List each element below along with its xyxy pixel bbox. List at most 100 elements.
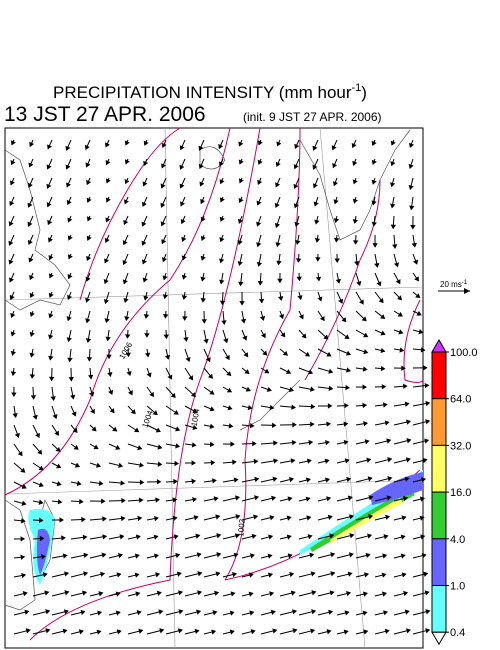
colorbar-over [431, 339, 447, 353]
wind-head [67, 254, 73, 260]
wind-head [414, 276, 419, 282]
wind-head [362, 402, 368, 409]
wind-head [352, 219, 359, 224]
wind-head [139, 462, 145, 468]
wind-head [214, 590, 220, 596]
wind-head [44, 590, 50, 596]
wind-head [188, 375, 194, 381]
wind-head [275, 161, 281, 167]
wind-head [172, 515, 178, 522]
wind-head [89, 391, 95, 397]
wind-head [167, 374, 173, 380]
wind-head [104, 318, 110, 324]
wind-head [409, 142, 415, 148]
wind-head [398, 329, 404, 335]
wind-head [349, 533, 355, 539]
wind-head [291, 439, 297, 446]
wind-head [73, 444, 79, 450]
wind-head [273, 440, 278, 446]
wind-head [401, 572, 407, 578]
wind-head [413, 259, 419, 265]
wind-head [359, 299, 364, 305]
wind-head [27, 239, 33, 245]
wind-head [362, 366, 368, 372]
wind-head [352, 198, 358, 204]
wind-head [308, 439, 314, 446]
wind-head [20, 467, 26, 473]
wind-head [67, 217, 73, 223]
wind-head [70, 394, 76, 400]
wind-head [62, 628, 68, 634]
wind-head [313, 201, 319, 207]
wind-head [105, 217, 111, 223]
wind-head [230, 591, 236, 597]
wind-head [67, 294, 73, 301]
wind-head [310, 403, 316, 410]
wind-head [160, 202, 166, 208]
wind-head [422, 457, 428, 464]
wind-head [271, 495, 277, 501]
wind-head [381, 572, 387, 578]
wind-head [307, 369, 314, 375]
wind-head [161, 163, 167, 169]
wind-head [32, 414, 38, 420]
wind-head [118, 462, 124, 468]
wind-head [179, 145, 185, 151]
wind-head [185, 356, 191, 363]
wind-head [160, 221, 166, 227]
wind-head [266, 386, 272, 392]
wind-head [21, 500, 27, 506]
wind-head [115, 610, 121, 616]
wind-head [343, 421, 349, 427]
wind-head [233, 477, 239, 483]
wind-head [29, 274, 35, 281]
wind-head [143, 295, 149, 301]
wind-head [366, 457, 372, 463]
wind-head [155, 572, 161, 578]
wind-head [326, 629, 332, 635]
wind-head [292, 609, 298, 615]
wind-head [226, 387, 233, 393]
wind-head [8, 221, 14, 227]
wind-head [20, 536, 26, 542]
wind-head [29, 311, 35, 318]
wind-head [295, 258, 302, 263]
wind-head [271, 422, 277, 429]
wind-head [330, 552, 336, 558]
wind-head [365, 552, 371, 559]
wind-head [333, 199, 339, 205]
wind-head [307, 534, 313, 540]
wind-head [411, 242, 417, 248]
wind-head [378, 298, 384, 304]
wind-head [223, 338, 229, 344]
wind-head [238, 178, 244, 184]
wind-head [328, 368, 334, 374]
wind-head [243, 352, 249, 358]
wind-head [268, 572, 273, 578]
wind-head [244, 369, 250, 374]
colorbar-label: 64.0 [450, 394, 471, 406]
wind-head [216, 533, 222, 539]
wind-head [48, 355, 54, 361]
wind-head [115, 444, 121, 450]
wind-head [372, 243, 378, 248]
wind-head [38, 499, 44, 505]
wind-head [381, 384, 387, 390]
wind-head [109, 408, 115, 414]
wind-head [200, 198, 206, 205]
wind-head [126, 371, 132, 377]
wind-head [178, 590, 184, 596]
wind-head [100, 571, 106, 577]
wind-head [173, 478, 178, 485]
wind-head [256, 200, 262, 206]
wind-head [354, 261, 360, 266]
wind-head [401, 515, 407, 521]
wind-head [393, 262, 400, 268]
wind-head [182, 316, 188, 321]
wind-head [238, 281, 244, 287]
wind-head [421, 477, 426, 483]
wind-head [149, 391, 155, 398]
wind-head [66, 316, 72, 322]
wind-head [138, 628, 144, 634]
wind-head [371, 200, 377, 206]
